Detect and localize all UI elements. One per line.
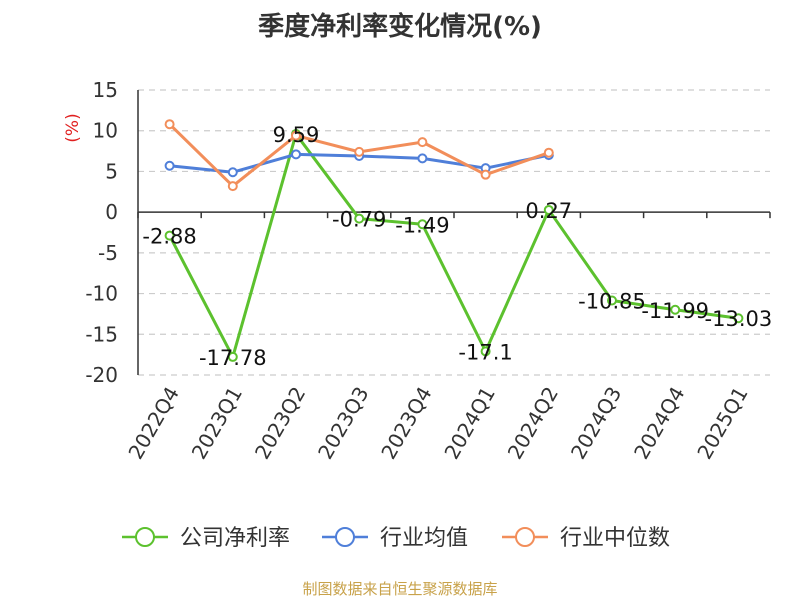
data-point [480,169,491,180]
x-tick-label: 2023Q1 [187,383,247,464]
legend-label: 行业中位数 [560,526,670,551]
data-point [164,160,175,171]
label-layer: -2.88 -17.78 9.59 -0.79 -1.49 -17.1 0.27 -10.85… [142,123,772,370]
chart-title: 季度净利率变化情况(%) [258,12,542,42]
y-tick-label: 0 [105,200,118,224]
data-point [291,130,301,141]
y-tick-label: 5 [105,159,118,183]
data-label: -11.99 [641,299,709,323]
series-layer [164,119,744,362]
data-point [354,213,365,224]
data-point [543,204,554,215]
y-tick-label: -15 [85,322,118,346]
x-tick-label: 2024Q1 [439,382,499,463]
legend-marker [135,527,155,547]
legend-label: 行业均值 [380,526,468,551]
data-point [480,346,491,357]
data-point [227,181,238,192]
x-tick-label: 2024Q4 [629,383,689,464]
data-label: -2.88 [142,225,196,249]
x-tick-label: 2023Q3 [313,383,373,464]
data-label: -17.78 [199,346,267,370]
legend-marker [515,527,535,547]
data-point [417,219,428,230]
data-point [291,149,301,160]
data-point [417,137,428,148]
y-tick-label: -20 [85,363,118,387]
data-label: 9.59 [273,123,320,147]
x-tick-label: 2024Q2 [503,383,563,464]
data-point [164,119,175,130]
y-tick-label: -10 [85,282,118,306]
x-tick-label: 2024Q3 [566,383,626,464]
data-label: -17.1 [458,340,512,364]
y-tick-label: 15 [93,78,118,102]
legend-label: 公司净利率 [180,526,290,551]
source-note: 制图数据来自恒生聚源数据库 [302,580,498,598]
data-point [417,153,428,164]
data-point [543,147,554,158]
data-label: -10.85 [578,289,646,313]
data-label: -1.49 [395,213,449,237]
data-point [607,295,617,306]
x-tick-label: 2025Q1 [692,383,752,464]
x-tick-label: 2023Q2 [250,383,310,464]
x-tick-label: 2023Q4 [376,383,436,464]
x-tick-label: 2022Q4 [123,383,183,464]
data-point [670,304,681,315]
data-point [227,351,238,362]
grid-layer [138,89,770,376]
data-label: -13.03 [705,307,773,331]
data-point [354,146,365,157]
data-point [227,167,238,178]
data-point [164,230,175,241]
legend-layer: 公司净利率 行业均值 行业中位数 [122,526,670,551]
y-axis-unit: (%) [63,113,83,142]
data-point [733,313,744,324]
data-label: -0.79 [332,208,386,232]
y-tick-label: 10 [93,119,118,143]
legend-marker [335,527,355,547]
y-tick-label: -5 [98,241,118,265]
data-label: 0.27 [525,199,572,223]
series-line [168,132,739,359]
